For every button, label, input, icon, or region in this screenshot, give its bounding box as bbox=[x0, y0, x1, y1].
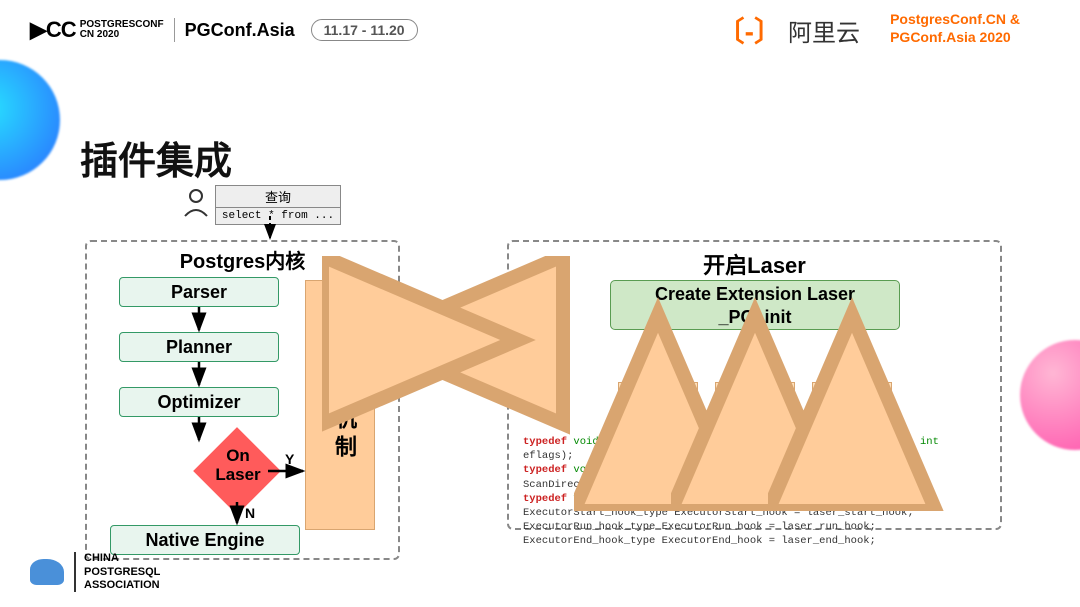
elephant-icon bbox=[30, 559, 64, 585]
slide-title: 插件集成 bbox=[80, 130, 232, 185]
decorative-blob-left bbox=[0, 60, 60, 180]
decorative-blob-right bbox=[1020, 340, 1080, 450]
conf-title: PostgresConf.CN & PGConf.Asia 2020 bbox=[890, 10, 1020, 46]
laser-panel-title: 开启Laser bbox=[507, 248, 1002, 280]
pcc-subtitle: POSTGRESCONF CN 2020 bbox=[80, 20, 164, 40]
laser-runhook-box: Laser RunHook bbox=[715, 382, 795, 420]
laser-starthook-box: Laser StartHook bbox=[618, 382, 698, 420]
cpa-footer: CHINA POSTGRESQL ASSOCIATION bbox=[30, 552, 160, 592]
aliyun-logo: 〔-〕 阿里云 bbox=[717, 10, 860, 50]
laser-endhook-box: Laser EndHook bbox=[812, 382, 892, 420]
pcc-logo: ▶CC bbox=[30, 17, 76, 43]
user-icon bbox=[183, 188, 209, 218]
stage-parser: Parser bbox=[119, 277, 279, 307]
create-extension-box: Create Extension Laser _PG_init bbox=[610, 280, 900, 330]
stage-optimizer: Optimizer bbox=[119, 387, 279, 417]
postgres-kernel-title: Postgres内核 bbox=[85, 245, 400, 274]
query-sql: select * from ... bbox=[216, 208, 340, 224]
cpa-text: CHINA POSTGRESQL ASSOCIATION bbox=[74, 552, 160, 592]
code-block: typedef void (*ExecutorStart_hook_type) … bbox=[523, 435, 988, 548]
date-pill: 11.17 - 11.20 bbox=[311, 19, 418, 41]
plugin-mechanism-bar: 插件机制 bbox=[305, 280, 375, 530]
on-laser-text: On Laser bbox=[196, 447, 280, 484]
aliyun-bracket-icon: 〔-〕 bbox=[717, 10, 782, 50]
header-divider bbox=[174, 18, 175, 42]
plugin-mechanism-text: 插件机制 bbox=[328, 351, 360, 463]
aliyun-text: 阿里云 bbox=[788, 13, 860, 48]
stage-planner: Planner bbox=[119, 332, 279, 362]
native-engine-box: Native Engine bbox=[110, 525, 300, 555]
query-label: 查询 bbox=[216, 186, 340, 208]
query-box: 查询 select * from ... bbox=[215, 185, 341, 225]
pgconf-logo: PGConf.Asia bbox=[185, 20, 295, 41]
hook-label: Hook bbox=[420, 305, 460, 323]
